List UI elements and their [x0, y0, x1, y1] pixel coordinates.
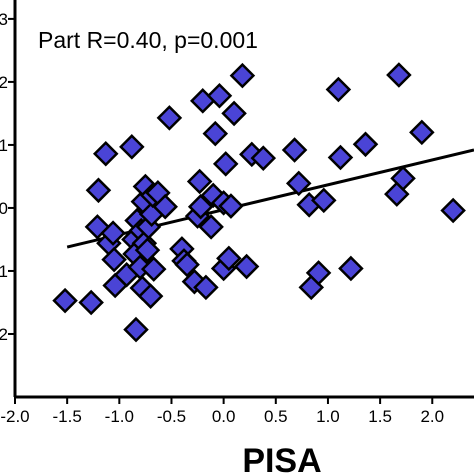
data-point-marker	[152, 193, 178, 220]
data-points	[52, 62, 466, 343]
data-point-marker	[140, 256, 167, 282]
data-point-marker	[352, 131, 379, 158]
x-tick-label: 2.0	[420, 407, 444, 426]
data-point-marker	[440, 197, 466, 224]
data-point-marker	[123, 316, 149, 343]
x-tick-label: -1.0	[105, 407, 134, 426]
data-point-marker	[156, 105, 183, 131]
data-point-marker	[92, 140, 119, 167]
data-point-marker	[52, 287, 78, 314]
data-point-marker	[174, 251, 200, 278]
data-point-marker	[311, 187, 337, 214]
y-tick-label: -1	[0, 262, 8, 281]
x-axis-label: PISA	[242, 442, 321, 474]
data-point-marker	[229, 62, 256, 89]
y-tick-label: 0	[0, 199, 8, 218]
data-point-marker	[218, 193, 244, 219]
data-point-marker	[233, 253, 260, 280]
data-point-marker	[221, 100, 247, 127]
y-tick-labels: -2 -1 0 1 2 3	[0, 10, 8, 344]
x-tick-label: 1.5	[368, 407, 392, 426]
y-tick-label: 1	[0, 136, 8, 155]
x-tick-label: 0.5	[264, 407, 288, 426]
x-tick-label: 1.0	[316, 407, 340, 426]
data-point-marker	[325, 76, 352, 103]
x-tick-label: -2.0	[0, 407, 29, 426]
data-point-marker	[200, 182, 226, 209]
data-point-marker	[134, 237, 161, 263]
data-point-marker	[212, 151, 239, 177]
data-point-marker	[390, 165, 416, 192]
y-tick-label: 2	[0, 73, 8, 92]
data-point-marker	[202, 120, 229, 147]
data-point-marker	[137, 283, 164, 309]
data-point-marker	[78, 289, 104, 316]
data-point-marker	[100, 220, 126, 246]
y-tick-label: 3	[0, 10, 8, 29]
data-point-marker	[186, 168, 213, 195]
data-point-marker	[338, 255, 364, 282]
data-point-marker	[101, 246, 127, 273]
y-tick-label: -2	[0, 325, 8, 344]
x-tick-label: -0.5	[157, 407, 186, 426]
x-tick-label: 0.0	[212, 407, 236, 426]
data-point-marker	[327, 144, 354, 171]
data-point-marker	[285, 170, 312, 197]
data-point-marker	[305, 260, 332, 286]
data-point-marker	[250, 145, 277, 171]
data-point-marker	[193, 274, 219, 301]
x-tick-labels: -2.0 -1.5 -1.0 -0.5 0.0 0.5 1.0 1.5 2.0	[0, 407, 444, 426]
data-point-marker	[281, 137, 308, 163]
correlation-annotation: Part R=0.40, p=0.001	[38, 27, 258, 53]
data-point-marker	[198, 214, 224, 240]
data-point-marker	[119, 134, 145, 160]
data-point-marker	[386, 62, 412, 88]
data-point-marker	[206, 83, 233, 109]
data-point-marker	[85, 177, 112, 204]
data-point-marker	[384, 181, 410, 207]
data-point-marker	[409, 119, 435, 146]
data-point-marker	[187, 193, 214, 220]
data-point-marker	[216, 245, 242, 272]
x-tick-label: -1.5	[53, 407, 82, 426]
